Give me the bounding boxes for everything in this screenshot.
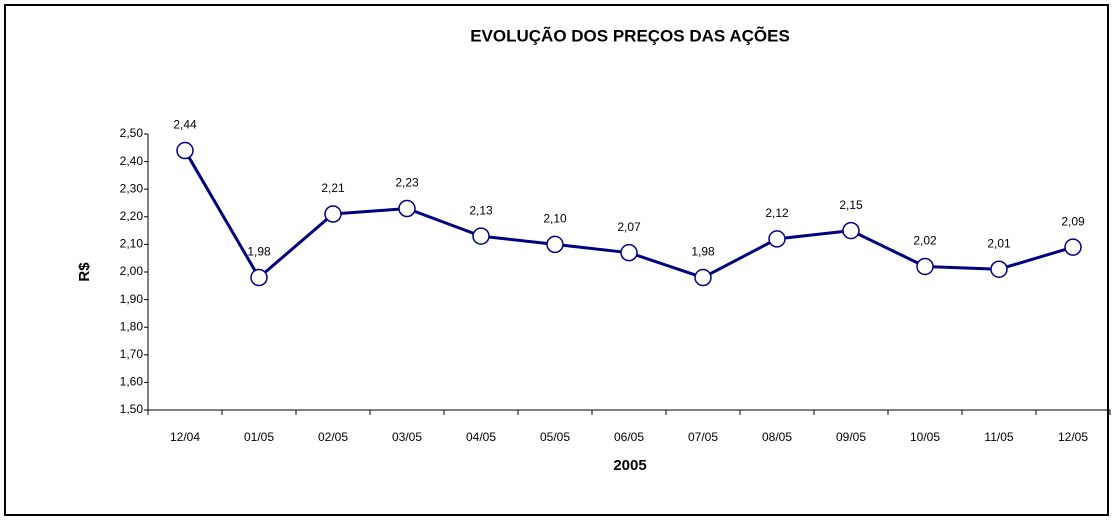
x-axis-label: 2005: [613, 457, 646, 474]
data-label: 1,98: [691, 245, 715, 259]
data-label: 2,07: [617, 220, 641, 234]
data-point: [546, 235, 564, 254]
x-tick-label: 02/05: [318, 430, 348, 444]
data-label: 2,23: [395, 176, 419, 190]
x-tick-label: 11/05: [984, 430, 1013, 444]
chart-title: EVOLUÇÃO DOS PREÇOS DAS AÇÕES: [470, 25, 790, 45]
data-label: 2,09: [1061, 214, 1085, 228]
data-point: [842, 221, 860, 240]
x-tick-label: 03/05: [392, 430, 422, 444]
data-point: [1064, 238, 1082, 256]
y-tick-label: 2,00: [120, 264, 144, 278]
data-label: 2,44: [173, 118, 197, 132]
y-tick-label: 1,90: [120, 292, 144, 306]
x-tick-label: 05/05: [540, 430, 570, 444]
x-tick-label: 04/05: [466, 430, 496, 444]
y-tick-label: 2,50: [120, 126, 144, 140]
data-label: 2,10: [543, 212, 567, 226]
y-tick-label: 2,10: [120, 237, 144, 251]
y-tick-label: 1,60: [120, 375, 144, 389]
data-label: 2,21: [321, 181, 345, 195]
data-point: [620, 243, 638, 262]
y-tick-label: 2,20: [120, 209, 144, 223]
y-tick-label: 2,40: [120, 154, 144, 168]
data-point: [250, 268, 268, 287]
data-point: [768, 230, 786, 248]
data-label: 2,02: [913, 234, 937, 248]
x-tick-label: 08/05: [762, 430, 792, 444]
x-tick-label: 09/05: [836, 430, 866, 444]
data-point: [916, 257, 934, 276]
y-tick-label: 1,50: [120, 402, 144, 416]
data-label: 2,15: [839, 198, 863, 212]
x-tick-label: 12/05: [1058, 430, 1088, 444]
x-tick-label: 06/05: [614, 430, 644, 444]
x-tick-label: 12/04: [170, 430, 200, 444]
x-tick-label: 07/05: [688, 430, 718, 444]
x-tick-label: 01/05: [244, 430, 274, 444]
data-label: 2,12: [765, 206, 789, 220]
y-axis-label: R$: [76, 262, 93, 282]
y-tick-label: 1,70: [120, 347, 144, 361]
y-tick-label: 2,30: [120, 181, 144, 195]
data-point: [694, 268, 712, 287]
x-tick-label: 10/05: [910, 430, 940, 444]
data-label: 2,13: [469, 203, 493, 217]
data-point: [324, 205, 342, 223]
data-point: [472, 227, 490, 245]
y-tick-label: 1,80: [120, 319, 144, 333]
data-point: [176, 141, 194, 160]
data-label: 2,01: [987, 236, 1011, 250]
data-point: [990, 260, 1008, 278]
data-label: 1,98: [247, 245, 271, 259]
data-point: [398, 199, 416, 218]
